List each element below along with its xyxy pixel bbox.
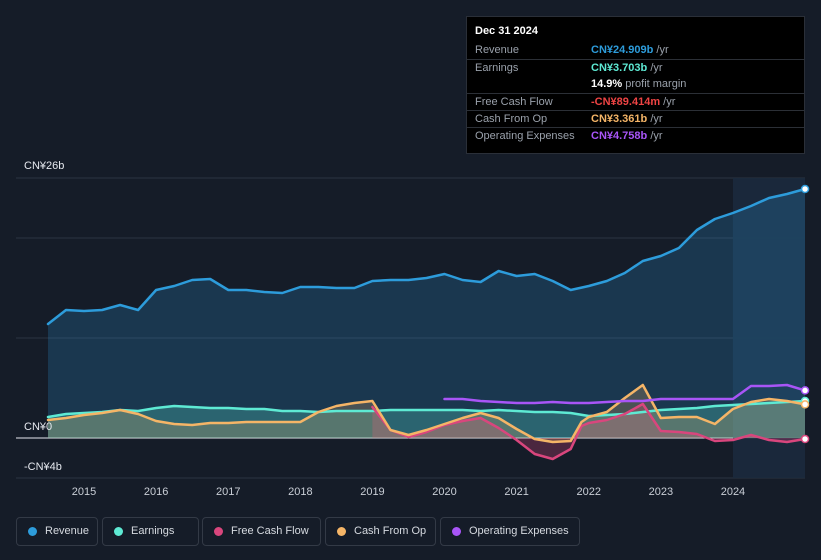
tooltip-value-text: CN¥3.361b <box>591 113 648 125</box>
y-tick-label: CN¥26b <box>24 160 64 172</box>
legend-label: Cash From Op <box>354 525 427 537</box>
tooltip-value: CN¥4.758b /yr <box>591 130 663 142</box>
legend-dot-icon <box>337 527 346 536</box>
tooltip-value: CN¥24.909b /yr <box>591 44 669 56</box>
legend-dot-icon <box>114 527 123 536</box>
tooltip-row-fcf: Free Cash Flow -CN¥89.414m /yr <box>467 93 804 110</box>
area-cash-from-op <box>48 385 805 442</box>
end-marker-cash-from-op <box>800 400 810 409</box>
line-cash-from-op <box>46 383 807 444</box>
legend-dot-icon <box>452 527 461 536</box>
line-operating-expenses <box>443 383 807 405</box>
tooltip-row-opex: Operating Expenses CN¥4.758b /yr <box>467 127 804 144</box>
tooltip-value-text: CN¥3.703b <box>591 62 648 74</box>
highlight-region <box>732 178 805 478</box>
y-tick-label: -CN¥4b <box>24 461 62 473</box>
x-tick-label: 2024 <box>721 486 745 498</box>
y-tick-label: CN¥0 <box>24 421 52 433</box>
tooltip-row-earnings: Earnings CN¥3.703b /yr <box>467 59 804 76</box>
tooltip-date: Dec 31 2024 <box>475 25 538 37</box>
tooltip-label: Operating Expenses <box>475 130 575 142</box>
tooltip-label: Cash From Op <box>475 113 548 125</box>
end-marker-free-cash-flow <box>800 434 810 444</box>
legend-label: Operating Expenses <box>469 525 569 537</box>
end-marker-revenue <box>800 184 810 194</box>
profit-margin-label: profit margin <box>622 78 687 90</box>
tooltip-unit: /yr <box>653 44 669 56</box>
legend-dot-icon <box>214 527 223 536</box>
line-revenue <box>46 187 807 326</box>
line-earnings <box>46 399 807 419</box>
tooltip-label: Free Cash Flow <box>475 96 553 108</box>
x-tick-label: 2018 <box>288 486 312 498</box>
x-tick-label: 2021 <box>504 486 528 498</box>
tooltip-row-revenue: Revenue CN¥24.909b /yr <box>467 42 804 59</box>
legend-label: Revenue <box>45 525 90 537</box>
tooltip-value: CN¥3.703b /yr <box>591 62 663 74</box>
tooltip-unit: /yr <box>660 96 676 108</box>
tooltip-value-text: CN¥24.909b <box>591 44 654 56</box>
tooltip-label: Earnings <box>475 62 519 74</box>
x-tick-label: 2019 <box>360 486 384 498</box>
x-tick-label: 2017 <box>216 486 240 498</box>
legend-item-operating-expenses[interactable]: Operating Expenses <box>440 517 580 546</box>
x-tick-label: 2016 <box>144 486 168 498</box>
legend-dot-icon <box>28 527 37 536</box>
tooltip-unit: /yr <box>647 62 663 74</box>
tooltip-unit: /yr <box>647 130 663 142</box>
tooltip-unit: /yr <box>647 113 663 125</box>
legend-item-cash-from-op[interactable]: Cash From Op <box>325 517 436 546</box>
x-tick-label: 2015 <box>72 486 96 498</box>
area-revenue <box>48 189 805 438</box>
x-tick-label: 2022 <box>577 486 601 498</box>
legend-label: Free Cash Flow <box>231 525 309 537</box>
tooltip-row-margin: 14.9% profit margin <box>467 76 804 93</box>
profit-margin-value: 14.9% <box>591 78 623 90</box>
legend-item-earnings[interactable]: Earnings <box>102 517 199 546</box>
area-earnings <box>48 401 805 438</box>
tooltip-value: CN¥3.361b /yr <box>591 113 663 125</box>
x-tick-label: 2020 <box>432 486 456 498</box>
tooltip-value: -CN¥89.414m /yr <box>591 96 675 108</box>
tooltip-margin: 14.9% profit margin <box>591 78 686 90</box>
tooltip-row-cfo: Cash From Op CN¥3.361b /yr <box>467 110 804 127</box>
legend-item-revenue[interactable]: Revenue <box>16 517 98 546</box>
x-tick-label: 2023 <box>649 486 673 498</box>
area-free-cash-flow <box>372 404 805 459</box>
legend-item-free-cash-flow[interactable]: Free Cash Flow <box>202 517 321 546</box>
tooltip-panel: Dec 31 2024 Revenue CN¥24.909b /yr Earni… <box>466 16 805 154</box>
tooltip-value-text: CN¥4.758b <box>591 130 648 142</box>
legend-label: Earnings <box>131 525 175 537</box>
tooltip-label: Revenue <box>475 44 520 56</box>
end-marker-operating-expenses <box>800 386 810 395</box>
line-free-cash-flow <box>371 402 807 461</box>
tooltip-value-text: -CN¥89.414m <box>591 96 661 108</box>
